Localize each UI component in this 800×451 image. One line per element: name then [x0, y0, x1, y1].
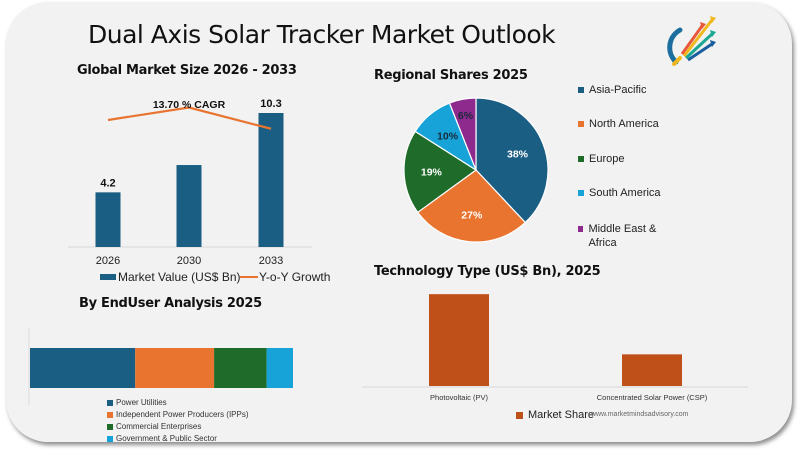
watermark: www.marketmindsadvisory.com — [591, 411, 689, 418]
legend-middle-east-africa: Middle East & Africa — [578, 222, 678, 250]
technology-title: Technology Type (US$ Bn), 2025 — [374, 264, 601, 279]
legend-north-america: North America — [578, 118, 659, 130]
legend-label: Middle East & Africa — [588, 223, 657, 249]
legend-swatch — [107, 435, 113, 442]
legend-swatch — [107, 399, 113, 406]
pie-slice-north-america — [416, 169, 527, 243]
global-market-title: Global Market Size 2026 - 2033 — [77, 63, 297, 78]
legend-swatch — [578, 190, 584, 196]
legend-yoy-growth: Y-o-Y Growth — [240, 270, 330, 284]
legend-swatch — [516, 411, 523, 419]
bar-2026 — [95, 192, 121, 247]
legend-label: Y-o-Y Growth — [259, 270, 331, 284]
pie-slice-asia-pacific — [475, 97, 549, 224]
legend-swatch-line — [240, 276, 258, 278]
legend-label: South America — [589, 187, 661, 199]
bar-2033 — [258, 113, 284, 247]
stacked-segment-government-public-sector — [266, 348, 293, 388]
legend-commercial: Commercial Enterprises — [107, 422, 201, 431]
bar-pv — [429, 294, 489, 386]
legend-swatch-bar — [100, 274, 116, 280]
x-tick-2026: 2026 — [96, 255, 120, 267]
legend-label: Independent Power Producers (IPPs) — [116, 410, 249, 419]
pie-slice-europe — [403, 130, 478, 214]
legend-label: North America — [589, 118, 659, 130]
legend-label: Market Value (US$ Bn) — [118, 270, 241, 284]
x-tick-pv: Photovoltaic (PV) — [430, 393, 488, 402]
pie-label-asia-pacific: 38% — [507, 149, 529, 161]
legend-swatch — [578, 226, 584, 232]
legend-label: Commercial Enterprises — [116, 422, 202, 431]
legend-government: Government & Public Sector — [107, 434, 217, 443]
data-label-2026: 4.2 — [100, 177, 115, 189]
legend-swatch — [578, 156, 584, 162]
legend-ipps: Independent Power Producers (IPPs) — [107, 410, 249, 419]
pie-label-europe: 19% — [421, 166, 443, 178]
legend-market-share: Market Share — [516, 409, 594, 421]
stacked-segment-power-utilities — [30, 348, 136, 388]
legend-label: Asia-Pacific — [589, 84, 647, 96]
page-title: Dual Axis Solar Tracker Market Outlook — [88, 20, 556, 49]
legend-label: Europe — [589, 153, 625, 165]
pie-label-north-america: 27% — [461, 209, 483, 221]
enduser-title: By EndUser Analysis 2025 — [79, 296, 262, 311]
legend-power-utilities: Power Utilities — [107, 398, 167, 407]
stacked-segment-independent-power-producers-ipps- — [135, 348, 215, 388]
legend-swatch — [107, 411, 113, 418]
pie-label-south-america: 10% — [437, 131, 459, 143]
x-tick-csp: Concentrated Solar Power (CSP) — [597, 393, 708, 402]
legend-swatch — [107, 423, 113, 430]
pie-slice-middle-east-africa — [448, 97, 477, 171]
regional-shares-title: Regional Shares 2025 — [374, 68, 528, 83]
bar-csp — [622, 354, 682, 386]
pie-label-middle-east-africa: 6% — [458, 110, 474, 122]
legend-label: Power Utilities — [116, 398, 167, 407]
legend-europe: Europe — [578, 153, 624, 165]
data-label-2033: 10.3 — [260, 98, 281, 110]
legend-label: Government & Public Sector — [116, 434, 217, 443]
cagr-annotation: 13.70 % CAGR — [153, 99, 226, 111]
legend-south-america: South America — [578, 187, 661, 199]
x-tick-2033: 2033 — [259, 255, 283, 267]
legend-swatch — [578, 121, 584, 127]
legend-market-value: Market Value (US$ Bn) — [100, 270, 241, 284]
bar-2030 — [176, 165, 202, 247]
growth-arrows-logo-icon — [667, 16, 716, 66]
legend-swatch — [578, 87, 584, 93]
x-tick-2030: 2030 — [177, 255, 201, 267]
stacked-segment-commercial-enterprises — [214, 348, 267, 388]
yoy-growth-line — [107, 106, 272, 130]
legend-asia-pacific: Asia-Pacific — [578, 84, 646, 96]
legend-label: Market Share — [528, 409, 595, 421]
